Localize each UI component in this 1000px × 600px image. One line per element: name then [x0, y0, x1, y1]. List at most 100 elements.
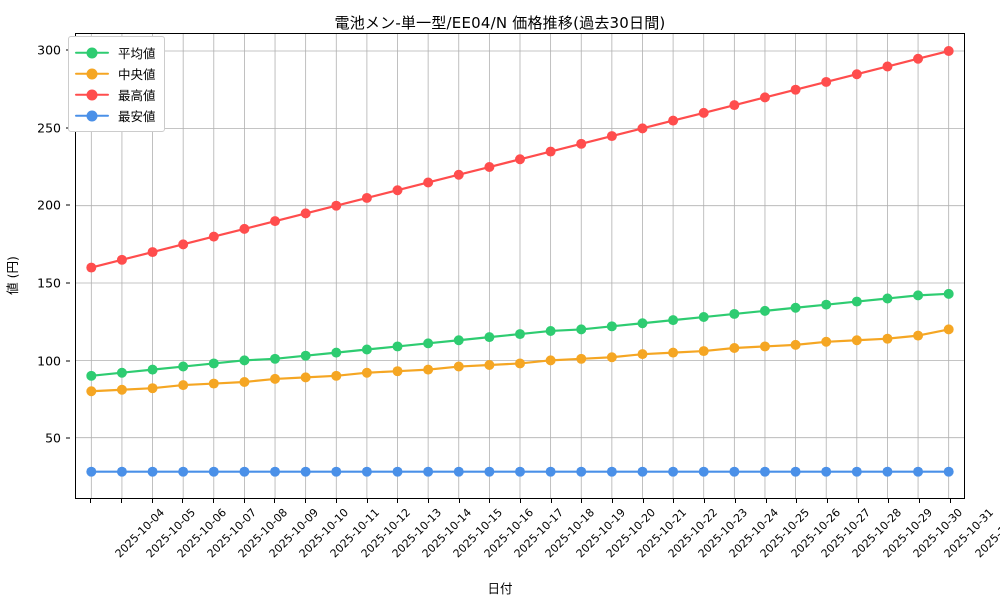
series-2	[86, 324, 954, 397]
data-point-marker	[208, 466, 219, 477]
data-point-marker	[790, 84, 801, 95]
y-tick-mark	[66, 204, 70, 206]
y-tick-mark	[66, 437, 70, 439]
x-tick-mark	[949, 499, 951, 503]
data-point-marker	[270, 466, 281, 477]
data-point-marker	[729, 466, 740, 477]
data-point-marker	[86, 262, 97, 273]
plot-area	[75, 33, 965, 499]
x-tick-mark	[366, 499, 368, 503]
x-tick-mark	[612, 499, 614, 503]
y-tick-label: 150	[37, 275, 61, 291]
data-point-marker	[943, 324, 954, 335]
x-tick-mark	[121, 499, 123, 503]
x-tick-mark	[857, 499, 859, 503]
data-point-marker	[790, 302, 801, 313]
data-point-marker	[882, 293, 893, 304]
data-point-marker	[668, 115, 679, 126]
data-point-marker	[545, 355, 556, 366]
series-4	[86, 466, 954, 477]
data-point-marker	[882, 61, 893, 72]
data-point-marker	[270, 353, 281, 364]
data-point-marker	[729, 100, 740, 111]
data-point-marker	[515, 466, 525, 477]
data-point-marker	[423, 177, 434, 188]
data-point-marker	[331, 347, 342, 358]
y-tick-label: 250	[37, 120, 61, 136]
data-point-marker	[637, 466, 648, 477]
chart-title: 電池メン-単一型/EE04/N 価格推移(過去30日間)	[334, 14, 666, 32]
data-point-marker	[515, 154, 525, 165]
data-point-marker	[208, 358, 219, 369]
data-point-marker	[86, 370, 97, 381]
data-point-marker	[392, 466, 403, 477]
data-point-marker	[116, 367, 127, 378]
legend-label: 最高値	[118, 88, 156, 103]
x-tick-mark	[397, 499, 399, 503]
data-point-marker	[851, 466, 862, 477]
data-point-marker	[208, 378, 219, 389]
data-point-marker	[423, 364, 434, 375]
data-point-marker	[484, 466, 495, 477]
data-point-marker	[147, 247, 158, 258]
data-point-marker	[729, 308, 740, 319]
data-point-marker	[759, 341, 770, 352]
data-point-marker	[270, 373, 281, 384]
data-point-marker	[821, 76, 832, 87]
x-axis-label: 日付	[487, 581, 513, 596]
data-point-marker	[300, 208, 311, 219]
data-point-marker	[178, 361, 189, 372]
x-tick-mark	[243, 499, 245, 503]
data-point-marker	[453, 335, 464, 346]
legend-item-4[interactable]: 最安値	[75, 105, 156, 126]
series-3	[86, 46, 954, 273]
x-tick-mark	[581, 499, 583, 503]
data-point-marker	[361, 344, 372, 355]
x-tick-mark	[642, 499, 644, 503]
x-tick-mark	[888, 499, 890, 503]
data-point-marker	[423, 338, 434, 349]
data-point-marker	[86, 466, 97, 477]
y-axis-label: 値 (円)	[4, 256, 20, 295]
data-point-marker	[147, 364, 158, 375]
data-point-marker	[759, 466, 770, 477]
y-tick-mark	[66, 282, 70, 284]
x-tick-mark	[918, 499, 920, 503]
x-tick-mark	[305, 499, 307, 503]
legend-swatch-icon	[75, 67, 109, 81]
legend-item-1[interactable]: 平均値	[75, 42, 156, 63]
x-tick-mark	[182, 499, 184, 503]
data-point-marker	[913, 466, 924, 477]
legend-item-3[interactable]: 最高値	[75, 84, 156, 105]
y-tick-label: 300	[37, 42, 61, 58]
data-point-marker	[331, 200, 342, 211]
data-point-marker	[851, 69, 862, 80]
x-axis-tick-labels: 2025-10-04 2025-10-05 2025-10-06 2025-10-07…	[75, 499, 1000, 594]
legend-item-2[interactable]: 中央値	[75, 63, 156, 84]
x-tick-mark	[489, 499, 491, 503]
x-tick-mark	[274, 499, 276, 503]
x-tick-mark	[796, 499, 798, 503]
data-point-marker	[882, 466, 893, 477]
data-point-marker	[239, 466, 250, 477]
data-point-marker	[147, 383, 158, 394]
data-point-marker	[453, 361, 464, 372]
data-point-marker	[576, 138, 587, 149]
data-point-marker	[300, 350, 311, 361]
data-point-marker	[668, 347, 679, 358]
y-axis-tick-labels: 50 100 150 200 250 300	[0, 33, 70, 499]
data-point-marker	[576, 353, 587, 364]
data-point-marker	[606, 466, 617, 477]
chart-legend: 平均値中央値最高値最安値	[68, 36, 165, 132]
data-point-marker	[361, 192, 372, 203]
x-tick-mark	[335, 499, 337, 503]
x-tick-mark	[213, 499, 215, 503]
data-point-marker	[698, 346, 709, 357]
data-point-marker	[821, 466, 832, 477]
legend-swatch-icon	[75, 46, 109, 60]
x-tick-mark	[550, 499, 552, 503]
legend-label: 平均値	[118, 46, 156, 61]
data-point-marker	[484, 162, 495, 172]
data-point-marker	[698, 312, 709, 323]
data-point-marker	[423, 466, 434, 477]
